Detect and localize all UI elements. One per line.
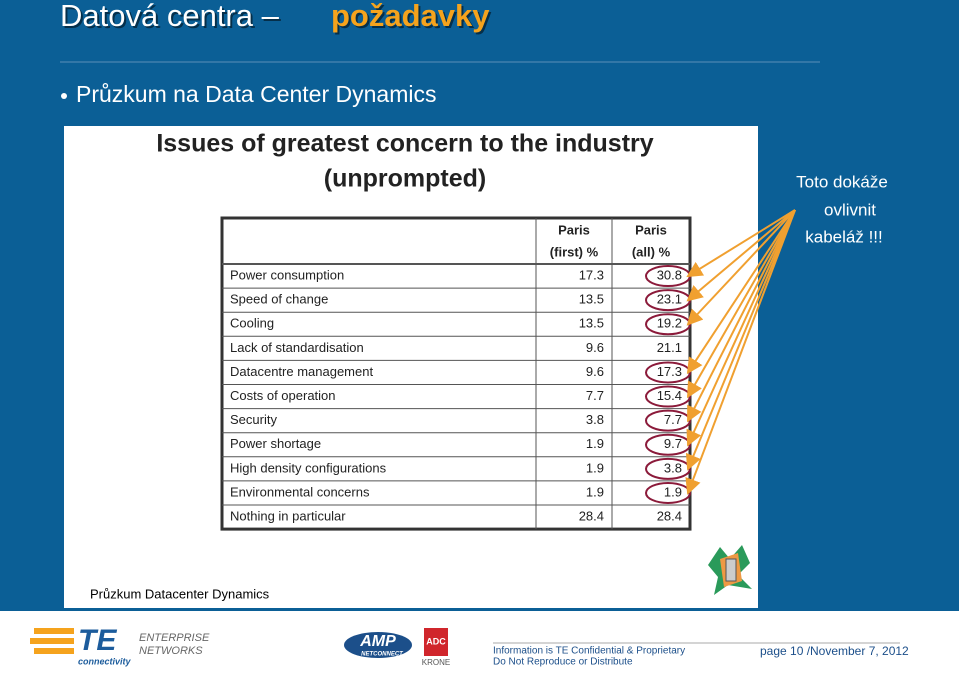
arrow bbox=[686, 209, 796, 447]
bullet-dot bbox=[61, 93, 67, 99]
arrow bbox=[687, 209, 796, 423]
cell-value: 7.7 bbox=[664, 412, 682, 427]
info-text: Information is TE Confidential & Proprie… bbox=[493, 646, 685, 657]
cell-value: 21.1 bbox=[657, 340, 682, 355]
cell-value: 19.2 bbox=[657, 316, 682, 331]
cell-value: 1.9 bbox=[586, 484, 604, 499]
info-text: Do Not Reproduce or Distribute bbox=[493, 657, 633, 668]
cell-value: 9.6 bbox=[586, 364, 604, 379]
column-header: Paris bbox=[635, 222, 667, 237]
division: NETWORKS bbox=[139, 645, 203, 657]
figure-title: Issues of greatest concern to the indust… bbox=[156, 130, 653, 158]
row-label: Cooling bbox=[230, 316, 274, 331]
amp-logo bbox=[344, 632, 412, 658]
cell-value: 17.3 bbox=[657, 364, 682, 379]
amp-logo-text: AMP bbox=[359, 633, 396, 650]
cell-value: 3.8 bbox=[664, 460, 682, 475]
figure-title: (unprompted) bbox=[324, 165, 486, 193]
row-label: Costs of operation bbox=[230, 388, 336, 403]
title: Datová centra – bbox=[60, 0, 280, 33]
krone-text: KRONE bbox=[422, 658, 450, 667]
te-logo-text: TE bbox=[78, 624, 117, 657]
title-shadow: Datová centra – bbox=[62, 0, 282, 35]
row-label: Datacentre management bbox=[230, 364, 373, 379]
column-header: (all) % bbox=[632, 244, 671, 259]
cell-value: 9.6 bbox=[586, 340, 604, 355]
cell-value: 28.4 bbox=[579, 508, 604, 523]
date: November 7, 2012 bbox=[810, 644, 909, 658]
table: Paris (first) % Paris (all) % Power consumpt… bbox=[220, 216, 692, 531]
te-logo-sub: connectivity bbox=[78, 656, 132, 666]
note: Toto dokáže bbox=[796, 172, 888, 191]
cell-value: 3.8 bbox=[586, 412, 604, 427]
arrow bbox=[686, 209, 796, 278]
amp-logo-sub: NETCONNECT bbox=[361, 652, 404, 658]
note: ovlivnit bbox=[824, 200, 876, 219]
arrow bbox=[686, 209, 796, 326]
column-header: Paris bbox=[558, 222, 590, 237]
row-label: Power consumption bbox=[230, 267, 344, 282]
row-label: Speed of change bbox=[230, 292, 328, 307]
title-highlight-shadow: požadavky bbox=[333, 0, 492, 35]
cell-value: 23.1 bbox=[657, 292, 682, 307]
division: ENTERPRISE bbox=[139, 632, 210, 644]
bullet-text: Průzkum na Data Center Dynamics bbox=[76, 81, 436, 107]
row-label: Power shortage bbox=[230, 436, 321, 451]
page-number: page 10 / bbox=[760, 644, 811, 658]
cell-value: 1.9 bbox=[586, 460, 604, 475]
cell-value: 17.3 bbox=[579, 267, 604, 282]
title-highlight: požadavky bbox=[331, 0, 490, 33]
cell-value: 30.8 bbox=[657, 267, 682, 282]
note: kabeláž !!! bbox=[805, 227, 883, 246]
arrow bbox=[685, 209, 796, 495]
datacenter-icon bbox=[708, 545, 752, 595]
caption: Průzkum Datacenter Dynamics bbox=[90, 586, 270, 601]
cell-value: 1.9 bbox=[586, 436, 604, 451]
cell-value: 9.7 bbox=[664, 436, 682, 451]
row-label: Environmental concerns bbox=[230, 484, 370, 499]
arrow bbox=[685, 209, 796, 471]
adc-logo bbox=[424, 628, 448, 656]
arrow bbox=[686, 209, 796, 375]
row-label: Security bbox=[230, 412, 277, 427]
cell-value: 7.7 bbox=[586, 388, 604, 403]
row-label: High density configurations bbox=[230, 460, 387, 475]
cell-value: 1.9 bbox=[664, 484, 682, 499]
adc-logo-text: ADC bbox=[426, 636, 446, 646]
cell-value: 28.4 bbox=[657, 508, 682, 523]
arrow bbox=[686, 209, 796, 302]
cell-value: 13.5 bbox=[579, 292, 604, 307]
figure-panel bbox=[64, 126, 758, 608]
row-label: Lack of standardisation bbox=[230, 340, 364, 355]
column-header: (first) % bbox=[550, 244, 599, 259]
te-logo: TE connectivity bbox=[30, 624, 132, 666]
cell-value: 13.5 bbox=[579, 316, 604, 331]
row-label: Nothing in particular bbox=[230, 508, 346, 523]
arrow bbox=[687, 209, 796, 399]
cell-value: 15.4 bbox=[657, 388, 682, 403]
